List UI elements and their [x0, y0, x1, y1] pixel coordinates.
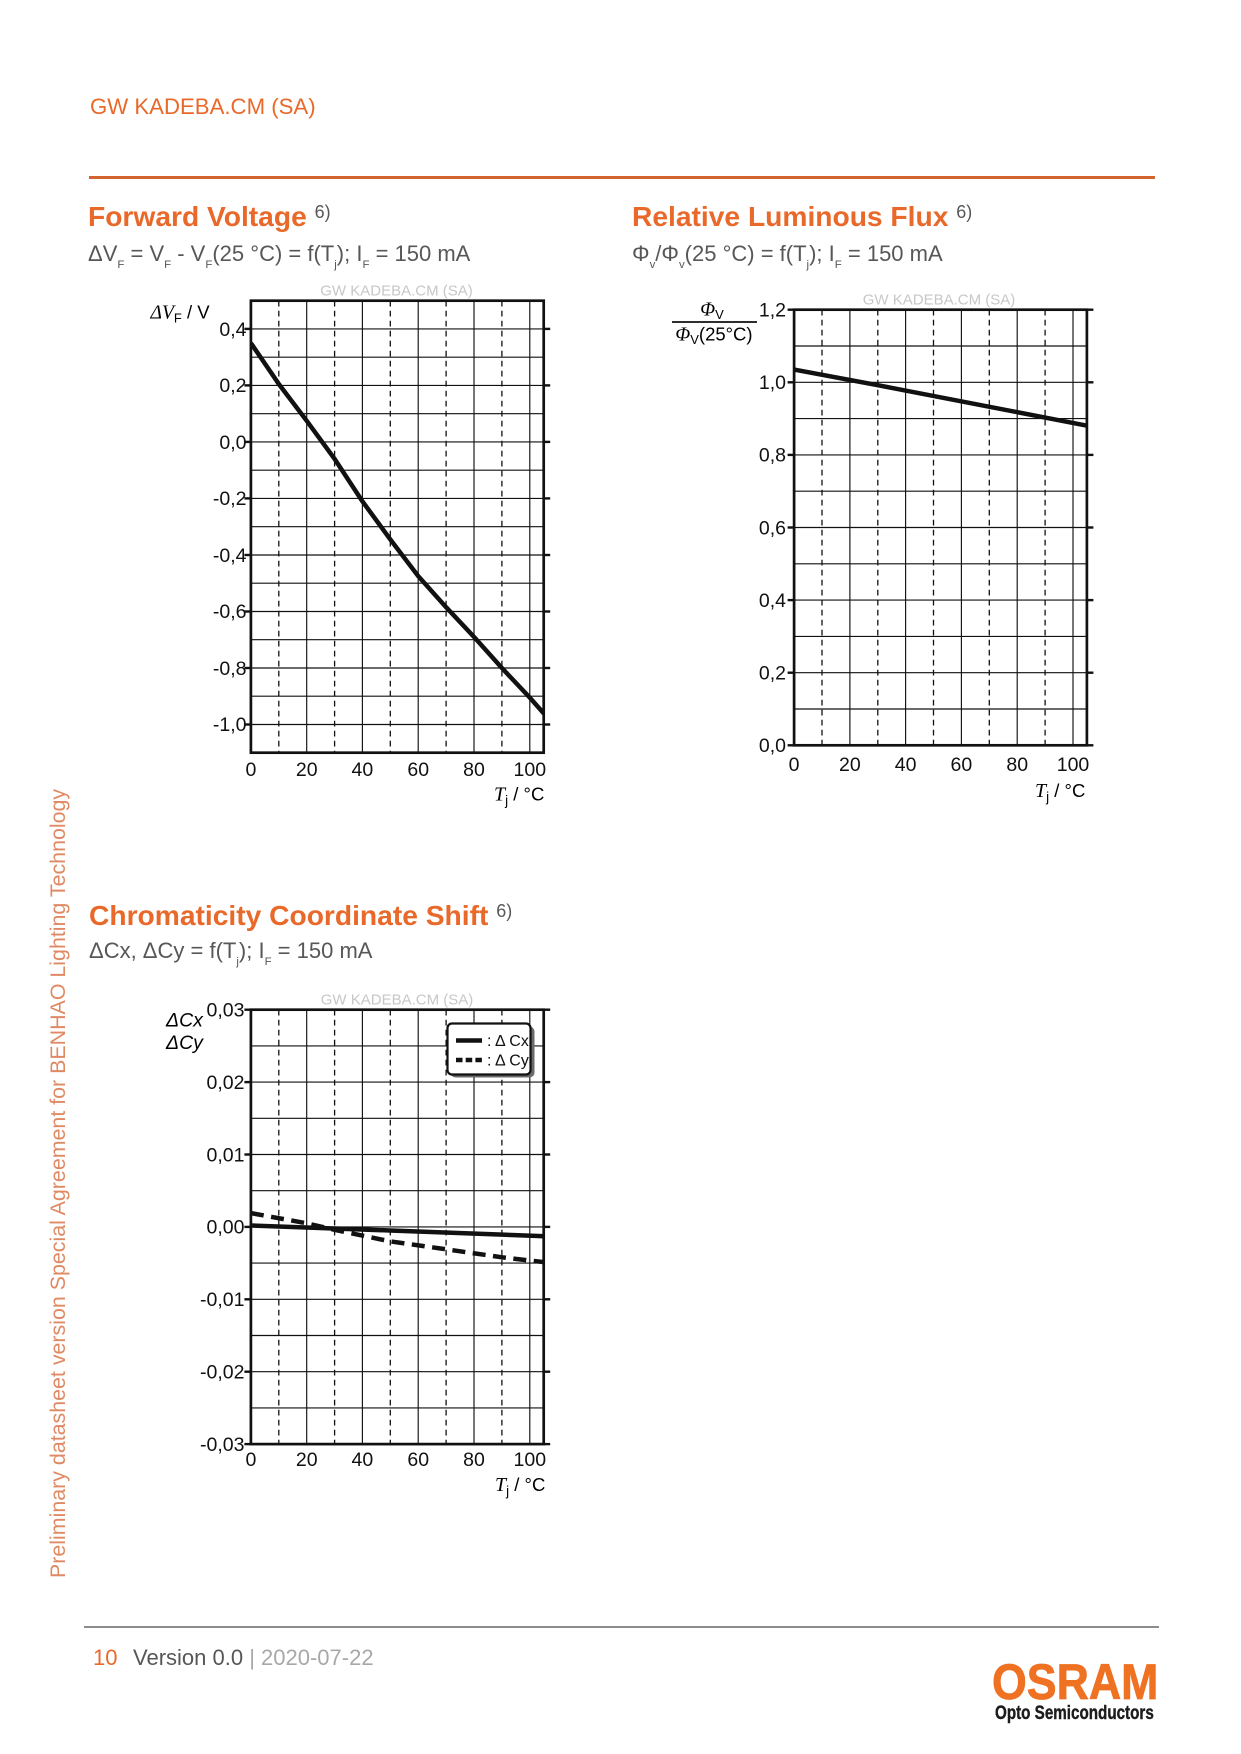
svg-text:0,2: 0,2: [759, 663, 786, 685]
svg-text:1,2: 1,2: [759, 300, 786, 322]
svg-text:: Δ Cx: : Δ Cx: [487, 1033, 529, 1050]
svg-text:-0,02: -0,02: [200, 1362, 244, 1384]
svg-text:0,0: 0,0: [219, 432, 246, 454]
svg-text:60: 60: [951, 754, 973, 776]
svg-text:-0,6: -0,6: [213, 601, 247, 623]
svg-text:: Δ Cy: : Δ Cy: [487, 1053, 529, 1070]
svg-text:Tj / °C: Tj / °C: [494, 784, 544, 809]
svg-text:0,02: 0,02: [207, 1072, 245, 1094]
svg-text:0,01: 0,01: [207, 1144, 245, 1166]
svg-text:-1,0: -1,0: [213, 714, 247, 736]
svg-text:100: 100: [1057, 754, 1090, 776]
svg-text:40: 40: [895, 754, 917, 776]
svg-text:40: 40: [352, 1449, 374, 1471]
svg-text:ΦV: ΦV: [700, 300, 724, 323]
svg-text:60: 60: [407, 1449, 429, 1471]
svg-text:0: 0: [789, 754, 800, 776]
svg-text:80: 80: [1006, 754, 1028, 776]
svg-text:-0,03: -0,03: [200, 1434, 244, 1456]
svg-text:GW KADEBA.CM (SA): GW KADEBA.CM (SA): [863, 292, 1016, 309]
svg-text:80: 80: [463, 759, 485, 781]
svg-text:20: 20: [296, 759, 318, 781]
svg-text:Tj / °C: Tj / °C: [495, 1474, 545, 1499]
svg-text:0: 0: [245, 759, 256, 781]
svg-text:-0,2: -0,2: [213, 488, 247, 510]
svg-text:0,4: 0,4: [219, 319, 246, 341]
svg-text:Tj / °C: Tj / °C: [1035, 780, 1085, 805]
svg-text:0,03: 0,03: [207, 1000, 245, 1022]
svg-text:20: 20: [296, 1449, 318, 1471]
svg-text:0,2: 0,2: [219, 375, 246, 397]
svg-text:100: 100: [514, 1449, 547, 1471]
svg-text:20: 20: [839, 754, 861, 776]
svg-text:ΦV(25°C): ΦV(25°C): [675, 324, 752, 348]
svg-text:-0,8: -0,8: [213, 658, 247, 680]
svg-text:0,6: 0,6: [759, 517, 786, 539]
svg-text:-0,4: -0,4: [213, 545, 247, 567]
svg-text:ΔVF / V: ΔVF / V: [150, 301, 211, 325]
svg-text:0,8: 0,8: [759, 445, 786, 467]
svg-text:100: 100: [514, 759, 547, 781]
svg-text:1,0: 1,0: [759, 372, 786, 394]
svg-text:0,0: 0,0: [759, 735, 786, 757]
svg-text:40: 40: [352, 759, 374, 781]
svg-text:-0,01: -0,01: [200, 1289, 244, 1311]
svg-text:ΔCy: ΔCy: [165, 1032, 204, 1054]
svg-text:60: 60: [407, 759, 429, 781]
svg-text:GW KADEBA.CM (SA): GW KADEBA.CM (SA): [321, 992, 474, 1009]
svg-text:0,4: 0,4: [759, 590, 786, 612]
svg-text:GW KADEBA.CM (SA): GW KADEBA.CM (SA): [320, 283, 473, 300]
svg-text:80: 80: [463, 1449, 485, 1471]
svg-text:0: 0: [245, 1449, 256, 1471]
svg-text:0,00: 0,00: [207, 1217, 245, 1239]
svg-text:ΔCx: ΔCx: [165, 1010, 204, 1032]
